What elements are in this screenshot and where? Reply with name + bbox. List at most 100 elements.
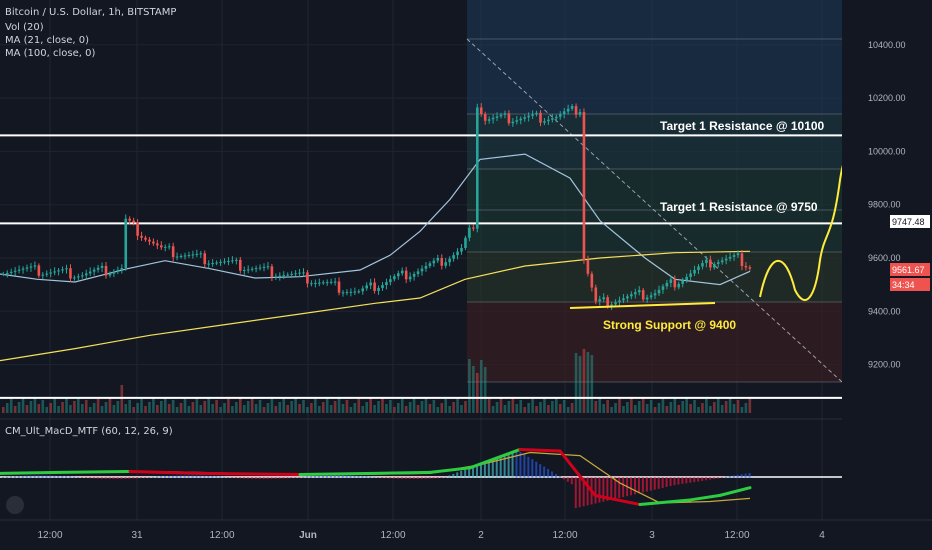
volume-bar (84, 400, 88, 413)
volume-bar (385, 404, 388, 413)
candle-body (397, 273, 400, 277)
volume-bar (329, 405, 333, 413)
volume-bar (535, 406, 538, 413)
volume-bar (412, 398, 416, 413)
candle-body (630, 294, 633, 297)
volume-bar (468, 359, 471, 413)
candle-body (333, 281, 337, 283)
macd-histogram-bar (191, 475, 194, 478)
volume-bar (325, 398, 329, 413)
candle-body (602, 297, 605, 300)
candle-body (61, 269, 64, 271)
macd-line-segment (58, 469, 132, 474)
volume-bar (175, 407, 179, 413)
candle-body (590, 273, 594, 288)
macd-histogram-bar (235, 477, 238, 479)
volume-bar (290, 401, 293, 413)
macd-title[interactable]: CM_Ult_MacD_MTF (60, 12, 26, 9) (5, 426, 173, 437)
macd-histogram-bar (539, 464, 542, 478)
macd-histogram-bar (432, 477, 435, 479)
candle-body (523, 117, 526, 119)
volume-bar (96, 399, 100, 413)
candle-body (69, 268, 72, 279)
macd-histogram-bar (112, 477, 115, 480)
macd-histogram-bar (136, 477, 139, 479)
candle-body (100, 265, 104, 268)
volume-bar (404, 406, 408, 413)
macd-histogram-bar (333, 475, 336, 478)
time-tick-1: 31 (131, 530, 143, 541)
macd-histogram-bar (724, 476, 727, 478)
macd-histogram-bar (535, 461, 538, 478)
candle-body (73, 277, 76, 279)
volume-bar (13, 406, 17, 413)
candle-body (306, 272, 309, 284)
candle-body (487, 119, 491, 121)
volume-bar (420, 401, 424, 413)
candle-body (88, 271, 92, 274)
candle-body (645, 297, 649, 300)
volume-bar (266, 403, 270, 413)
volume-bar (562, 400, 566, 413)
macd-histogram-bar (448, 475, 451, 478)
price-tag-1: 9561.67 (892, 265, 925, 275)
volume-bar (456, 398, 459, 413)
candle-body (515, 120, 519, 122)
volume-bar (641, 397, 645, 413)
macd-histogram-bar (132, 477, 135, 479)
candle-body (685, 276, 688, 281)
candle-body (618, 300, 621, 303)
candle-body (215, 262, 218, 264)
macd-histogram-bar (163, 476, 166, 478)
candle-body (262, 266, 266, 268)
macd-histogram-bar (353, 475, 356, 478)
volume-bar (41, 400, 45, 413)
macd-histogram-bar (637, 477, 640, 494)
candle-body (381, 285, 384, 288)
indicator-ma21[interactable]: MA (21, close, 0) (5, 35, 90, 46)
candle-body (321, 282, 325, 284)
volume-bar (73, 401, 76, 413)
macd-histogram-bar (73, 476, 76, 478)
volume-bar (29, 401, 33, 413)
price-tag-bg-1 (890, 263, 930, 276)
macd-histogram-bar (270, 477, 273, 479)
candle-body (527, 115, 530, 118)
indicator-vol[interactable]: Vol (20) (5, 22, 44, 33)
candle-body (160, 245, 163, 248)
candle-body (657, 289, 661, 294)
price-tick-1: 10200.00 (868, 93, 906, 103)
volume-bar (416, 405, 420, 413)
volume-bar (543, 398, 546, 413)
volume-bar (397, 403, 400, 413)
candle-body (17, 269, 21, 271)
candle-body (310, 283, 313, 285)
volume-bar (341, 404, 345, 413)
macd-histogram-bar (614, 477, 617, 499)
candle-body (594, 287, 598, 302)
volume-bar (136, 403, 139, 413)
candle-body (697, 266, 700, 270)
indicator-ma100[interactable]: MA (100, close, 0) (5, 48, 96, 59)
candle-body (203, 253, 207, 265)
macd-histogram-bar (116, 477, 119, 480)
candle-body (290, 273, 293, 275)
volume-bar (748, 399, 752, 413)
volume-bar (278, 402, 282, 413)
volume-bar (381, 397, 384, 413)
macd-histogram-bar (456, 472, 459, 478)
candle-body (207, 263, 210, 265)
candle-body (353, 291, 357, 293)
symbol-title[interactable]: Bitcoin / U.S. Dollar, 1h, BITSTAMP (5, 7, 177, 18)
macd-histogram-bar (673, 477, 676, 486)
macd-histogram-bar (88, 477, 91, 479)
macd-histogram-bar (665, 477, 668, 487)
macd-histogram-bar (321, 475, 324, 478)
macd-histogram-bar (69, 476, 72, 478)
macd-histogram-bar (377, 477, 380, 478)
candle-body (724, 258, 728, 261)
macd-histogram-bar (720, 477, 723, 478)
time-tick-7: 3 (649, 530, 655, 541)
